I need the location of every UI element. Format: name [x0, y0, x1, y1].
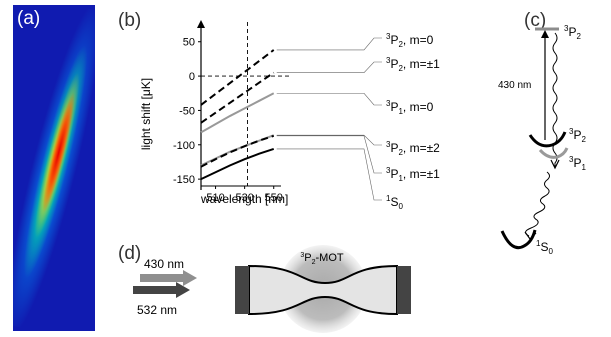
panel-label-a: (a)	[17, 8, 41, 29]
light-shift-chart: 50 0 -50 -100 -150 510 530 550 wavelength [nm]…	[139, 20, 382, 206]
level-p1-label: 3P1	[569, 155, 586, 172]
panel-label-d: (d)	[118, 243, 141, 264]
beam-532-arrow	[133, 282, 190, 298]
y-tick-label: 50	[183, 37, 195, 49]
transition-label: 430 nm	[498, 80, 531, 91]
trap-3p1	[538, 147, 569, 159]
legend-leader	[276, 148, 382, 201]
beam-430-label: 430 nm	[144, 257, 184, 271]
y-tick-label: 0	[189, 71, 195, 83]
y-tick-label: -150	[173, 174, 195, 186]
series-line	[200, 49, 275, 106]
level-ground-label: 1S0	[536, 239, 553, 256]
series-line	[200, 92, 275, 134]
series-line	[200, 71, 275, 124]
lens-right	[397, 266, 411, 314]
x-tick-label: 510	[206, 192, 224, 204]
y-tick-label: -50	[179, 105, 195, 117]
x-tick-label: 550	[265, 192, 283, 204]
panel-label-b: (b)	[118, 10, 141, 31]
legend-leader	[276, 37, 382, 51]
legend-leader	[276, 135, 382, 174]
lens-left	[235, 266, 249, 314]
series-line	[200, 147, 275, 181]
legend-leader	[276, 134, 382, 146]
level-top-label: 3P2	[564, 24, 581, 41]
legend-label: 3P1, m=±1	[386, 166, 440, 183]
setup-diagram: 430 nm 532 nm 3P2-MOT	[133, 245, 411, 333]
panel-label-c: (c)	[524, 10, 546, 31]
y-tick-label: -100	[173, 140, 195, 152]
level-diagram: 3P2 430 nm 3P2 3P1 1S0	[498, 24, 586, 256]
decay-wave-upper	[552, 32, 558, 167]
x-axis-label: wavelength [nm]	[200, 192, 288, 206]
legend-leader	[276, 92, 382, 106]
x-tick-label: 530	[235, 192, 253, 204]
legend-leader	[276, 61, 382, 73]
trap-3p2	[528, 131, 567, 148]
trap-1s0	[500, 229, 537, 250]
level-mid-label: 3P2	[569, 127, 586, 144]
beam-532-label: 532 nm	[137, 303, 177, 317]
decay-arrowhead	[550, 159, 560, 170]
y-axis-label: light shift [μK]	[139, 78, 153, 150]
series-line	[200, 134, 275, 168]
decay-wave-lower	[525, 171, 550, 237]
beam-430-arrow	[140, 270, 197, 286]
mot-label: 3P2-MOT	[300, 252, 344, 266]
legend-label: 3P2, m=±2	[386, 140, 440, 157]
legend-label: 1S0	[386, 194, 403, 211]
legend-label: 3P1, m=0	[386, 99, 434, 116]
absorption-image	[13, 5, 95, 331]
legend-label: 3P2, m=0	[386, 32, 434, 49]
legend-label: 3P2, m=±1	[386, 56, 440, 73]
